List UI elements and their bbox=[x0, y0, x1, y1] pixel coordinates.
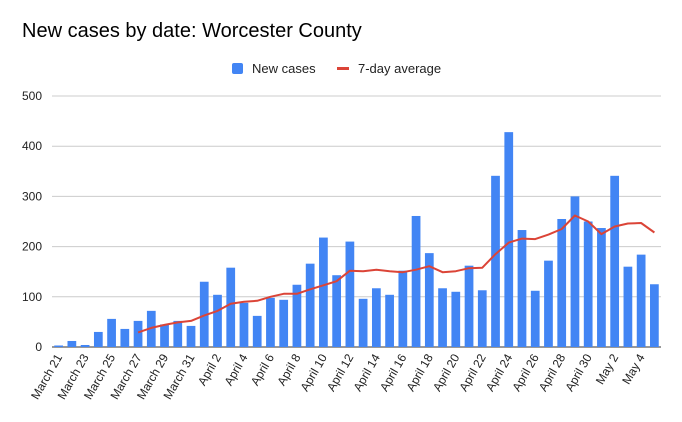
bar bbox=[345, 241, 355, 347]
bar bbox=[239, 302, 249, 347]
bar bbox=[80, 344, 90, 347]
y-tick-label: 100 bbox=[22, 290, 42, 304]
bar bbox=[557, 218, 567, 347]
bar bbox=[173, 320, 183, 347]
bar bbox=[530, 290, 540, 347]
y-tick-label: 300 bbox=[22, 189, 42, 203]
y-tick-label: 500 bbox=[22, 89, 42, 103]
bar bbox=[358, 298, 368, 347]
legend-item-7-day-average[interactable]: 7-day average bbox=[337, 59, 441, 77]
x-tick-label: May 4 bbox=[619, 351, 648, 387]
bar bbox=[464, 265, 474, 347]
bar bbox=[477, 290, 487, 347]
bar bbox=[451, 291, 461, 347]
bar bbox=[54, 345, 63, 347]
bar bbox=[292, 284, 302, 347]
bar bbox=[597, 228, 606, 347]
bar bbox=[279, 299, 289, 347]
bar bbox=[411, 215, 421, 347]
average-line bbox=[137, 214, 655, 334]
bar bbox=[570, 196, 580, 347]
bar bbox=[67, 340, 77, 347]
bar bbox=[424, 253, 434, 347]
chart-title: New cases by date: Worcester County bbox=[22, 20, 362, 42]
x-tick-label: April 6 bbox=[248, 351, 277, 388]
x-tick-label: April 2 bbox=[195, 351, 224, 388]
legend-label-new-cases: New cases bbox=[252, 60, 316, 76]
bar bbox=[636, 254, 646, 347]
bar bbox=[93, 331, 103, 347]
y-tick-label: 400 bbox=[22, 139, 42, 153]
bar bbox=[583, 221, 593, 347]
bar bbox=[213, 294, 222, 347]
bar bbox=[371, 288, 381, 347]
bar bbox=[160, 324, 169, 347]
bar bbox=[398, 270, 408, 347]
bar bbox=[186, 325, 196, 347]
bar bbox=[610, 175, 620, 347]
bar bbox=[544, 260, 553, 347]
bar bbox=[504, 132, 514, 347]
bar bbox=[623, 266, 633, 347]
legend-item-new-cases[interactable]: New cases bbox=[232, 59, 316, 77]
bar bbox=[133, 320, 143, 347]
bar bbox=[332, 275, 342, 347]
bar bbox=[305, 263, 315, 347]
bar bbox=[491, 175, 500, 347]
x-tick-label: April 4 bbox=[221, 351, 250, 388]
legend-swatch-new-cases bbox=[232, 62, 243, 74]
bar bbox=[319, 237, 328, 347]
y-tick-label: 200 bbox=[22, 240, 42, 254]
bar bbox=[252, 315, 262, 347]
bar bbox=[650, 284, 659, 347]
x-tick-label: May 2 bbox=[593, 351, 622, 387]
y-tick-label: 0 bbox=[35, 340, 42, 354]
bar bbox=[517, 230, 527, 347]
bar bbox=[385, 294, 394, 347]
bar bbox=[266, 297, 275, 347]
bar bbox=[120, 328, 130, 347]
bar bbox=[107, 318, 116, 347]
bar bbox=[438, 288, 447, 347]
legend-swatch-7-day-average bbox=[337, 66, 349, 70]
x-tick-label: April 30 bbox=[562, 351, 595, 394]
bar bbox=[226, 267, 236, 347]
legend-label-7-day-average: 7-day average bbox=[358, 60, 442, 76]
legend: New cases 7-day average bbox=[0, 59, 682, 77]
